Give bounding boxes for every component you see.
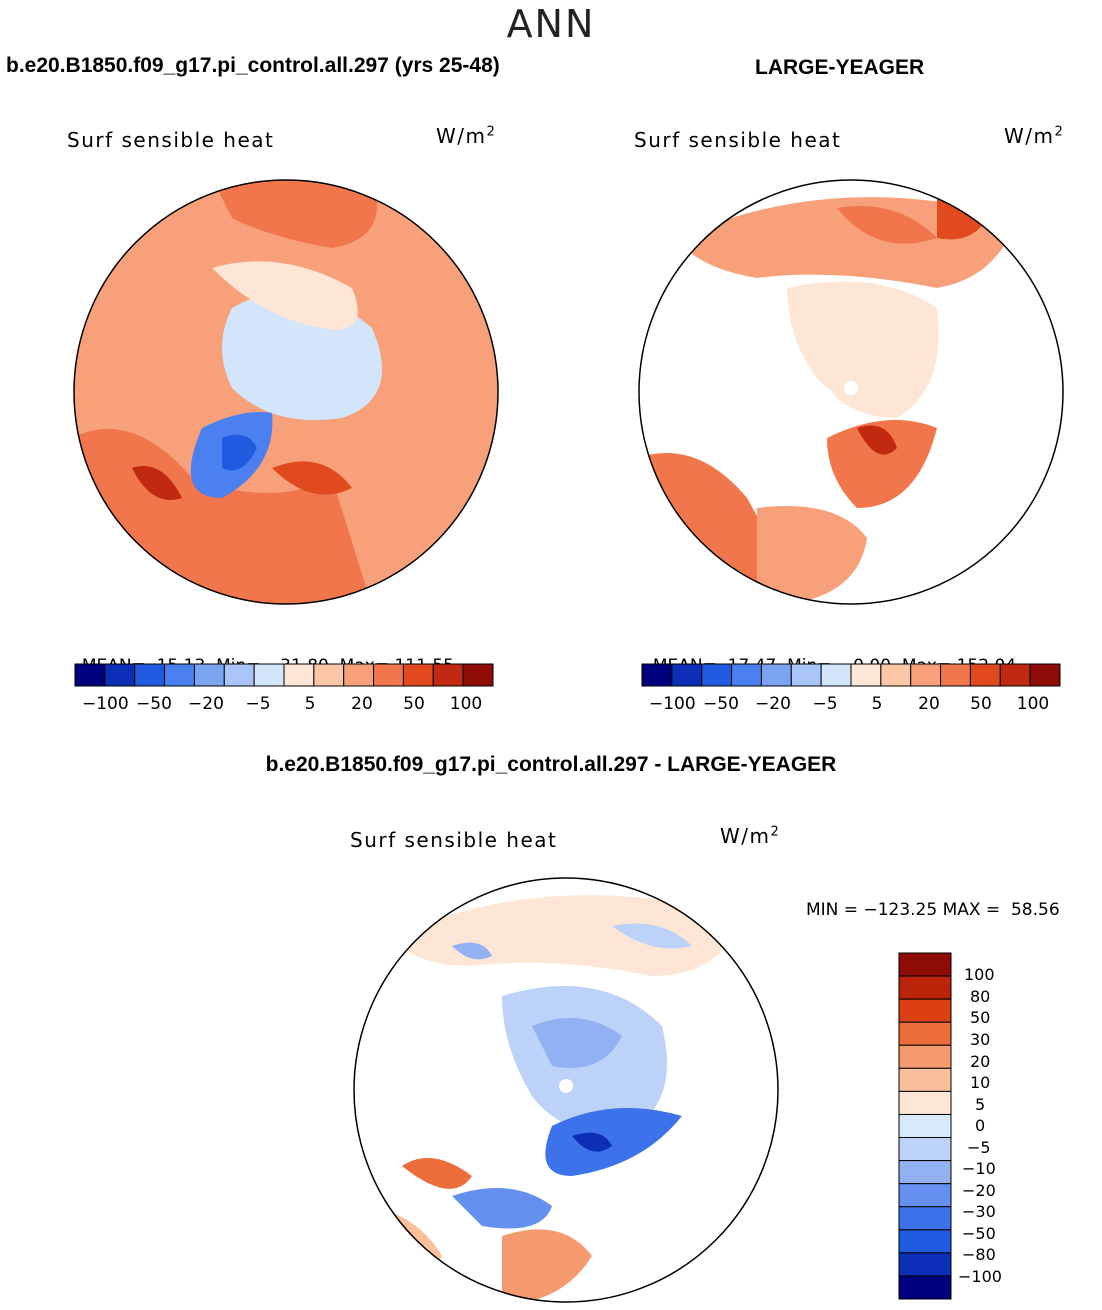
colorbar-tick: −20 (755, 694, 791, 714)
colorbar-swatch (104, 663, 136, 687)
colorbar-swatch (760, 663, 792, 687)
panel-2-units: W/m2 (1004, 124, 1065, 148)
colorbar-tick: 20 (918, 694, 940, 714)
colorbar-swatch (940, 663, 971, 687)
colorbar-swatch (193, 663, 225, 687)
colorbar-tick: 30 (970, 1030, 991, 1049)
colorbar-swatch (402, 663, 434, 687)
colorbar-swatch (701, 663, 733, 687)
colorbar-tick: 50 (970, 694, 992, 714)
colorbar-swatch (164, 663, 195, 687)
panel-1-variable-label: Surf sensible heat (67, 128, 275, 152)
panel-2-header: LARGE-YEAGER (755, 56, 925, 79)
colorbar-tick: 5 (871, 694, 883, 714)
colorbar-swatch (820, 663, 852, 687)
colorbar-tick: 20 (351, 694, 373, 714)
panel-1-header: b.e20.B1850.f09_g17.pi_control.all.297 (… (6, 54, 500, 77)
colorbar-swatch (1029, 663, 1061, 687)
colorbar-swatch (283, 663, 315, 687)
colorbar-tick: 100 (964, 965, 995, 984)
colorbar-swatch (850, 663, 882, 687)
colorbar-tick: −50 (136, 694, 172, 714)
colorbar-swatch (898, 1137, 952, 1162)
colorbar-tick: −10 (962, 1159, 996, 1178)
colorbar-swatch (898, 998, 952, 1023)
difference-variable-label: Surf sensible heat (350, 828, 558, 852)
difference-header: b.e20.B1850.f09_g17.pi_control.all.297 -… (265, 753, 837, 776)
colorbar-swatch (969, 663, 1001, 687)
colorbar-tick: −5 (967, 1138, 991, 1157)
panel-1-map (73, 179, 499, 605)
colorbar-tick: −50 (962, 1224, 996, 1243)
colorbar-tick: −20 (188, 694, 224, 714)
colorbar-swatch (898, 1044, 952, 1069)
colorbar-tick: 100 (1016, 694, 1050, 714)
colorbar-swatch (731, 663, 762, 687)
colorbar-swatch (910, 663, 942, 687)
colorbar-tick: 80 (970, 987, 991, 1006)
colorbar-tick: −100 (649, 694, 696, 714)
colorbar-swatch (671, 663, 703, 687)
colorbar-tick: 5 (304, 694, 316, 714)
colorbar-swatch (898, 1090, 952, 1115)
colorbar-swatch (462, 663, 494, 687)
colorbar-swatch (898, 975, 952, 1000)
colorbar-swatch (134, 663, 166, 687)
colorbar-swatch (898, 1275, 952, 1300)
colorbar-swatch (790, 663, 822, 687)
colorbar-swatch (880, 663, 912, 687)
colorbar-tick: 5 (975, 1095, 986, 1114)
colorbar-swatch (898, 1252, 952, 1277)
colorbar-tick: 100 (449, 694, 483, 714)
colorbar-swatch (898, 1229, 952, 1254)
difference-units: W/m2 (720, 824, 781, 848)
panel-2-variable-label: Surf sensible heat (634, 128, 842, 152)
colorbar-tick: −20 (962, 1181, 996, 1200)
panel-1-units: W/m2 (436, 124, 497, 148)
difference-map (353, 877, 779, 1303)
colorbar-swatch (432, 663, 464, 687)
panel-2-colorbar (641, 663, 1061, 687)
difference-minmax: MIN = −123.25 MAX = 58.56 (806, 900, 1060, 920)
colorbar-swatch (898, 1113, 952, 1139)
colorbar-tick: −100 (958, 1267, 1002, 1286)
colorbar-swatch (898, 952, 952, 977)
colorbar-swatch (641, 663, 673, 687)
colorbar-swatch (253, 663, 285, 687)
colorbar-swatch (898, 1206, 952, 1231)
colorbar-swatch (313, 663, 345, 687)
colorbar-tick: −100 (82, 694, 129, 714)
colorbar-tick: −80 (962, 1245, 996, 1264)
colorbar-swatch (898, 1183, 952, 1208)
colorbar-tick: 0 (975, 1116, 986, 1135)
colorbar-swatch (898, 1160, 952, 1185)
difference-colorbar (898, 952, 952, 1300)
colorbar-tick: 50 (970, 1008, 991, 1027)
panel-2-map (638, 179, 1064, 605)
colorbar-tick: 20 (970, 1052, 991, 1071)
colorbar-tick: −5 (245, 694, 271, 714)
colorbar-swatch (999, 663, 1031, 687)
colorbar-swatch (898, 1021, 952, 1046)
panel-1-colorbar (74, 663, 494, 687)
colorbar-tick: −30 (962, 1202, 996, 1221)
colorbar-tick: 10 (970, 1073, 991, 1092)
colorbar-tick: −5 (812, 694, 838, 714)
colorbar-swatch (898, 1067, 952, 1092)
colorbar-tick: 50 (403, 694, 425, 714)
colorbar-swatch (223, 663, 255, 687)
figure-title: ANN (506, 2, 596, 46)
colorbar-tick: −50 (703, 694, 739, 714)
colorbar-swatch (74, 663, 106, 687)
colorbar-swatch (373, 663, 404, 687)
colorbar-swatch (343, 663, 375, 687)
